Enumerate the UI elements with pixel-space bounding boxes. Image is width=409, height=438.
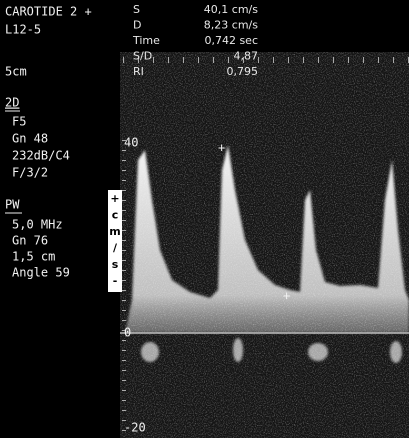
preset: CAROTIDE 2 + — [5, 5, 92, 19]
cursor: + — [218, 141, 225, 155]
measure-value: 0,795 — [227, 65, 259, 78]
setting: Gn 76 — [12, 234, 48, 248]
speckle-noise — [120, 52, 409, 438]
setting: 5,0 MHz — [12, 218, 63, 232]
setting: Angle 59 — [12, 266, 70, 280]
ultrasound-screen: + + CAROTIDE 2 + L12-5 5cm 2D F5 Gn 48 232dB/C… — [0, 0, 409, 438]
unit-char: + — [110, 192, 119, 205]
measure-value: 0,742 sec — [204, 34, 258, 47]
depth: 5cm — [5, 65, 27, 79]
setting: 232dB/C4 — [12, 149, 70, 163]
measure-value: 8,23 cm/s — [204, 19, 258, 32]
unit-char: c — [112, 209, 119, 222]
measure-label: S/D — [133, 50, 152, 63]
scale-label: 0 — [124, 326, 131, 340]
measure-label: RI — [133, 65, 144, 78]
measure-label: S — [133, 3, 140, 16]
setting: Gn 48 — [12, 132, 48, 146]
cursor: + — [283, 289, 290, 303]
probe: L12-5 — [5, 23, 41, 37]
scale-label: 40 — [124, 136, 138, 150]
measure-label: D — [133, 19, 141, 32]
unit-char: s — [112, 258, 119, 271]
mode-label: 2D — [5, 96, 19, 110]
setting: 1,5 cm — [12, 250, 55, 264]
measure-value: 4,87 — [234, 50, 259, 63]
measure-value: 40,1 cm/s — [204, 3, 258, 16]
measure-label: Time — [132, 34, 160, 47]
unit-char: m — [109, 225, 120, 238]
setting: F5 — [12, 115, 26, 129]
scale-label: -20 — [124, 421, 146, 435]
setting: F/3/2 — [12, 166, 48, 180]
mode-label: PW — [5, 198, 20, 212]
unit-char: - — [113, 275, 118, 288]
